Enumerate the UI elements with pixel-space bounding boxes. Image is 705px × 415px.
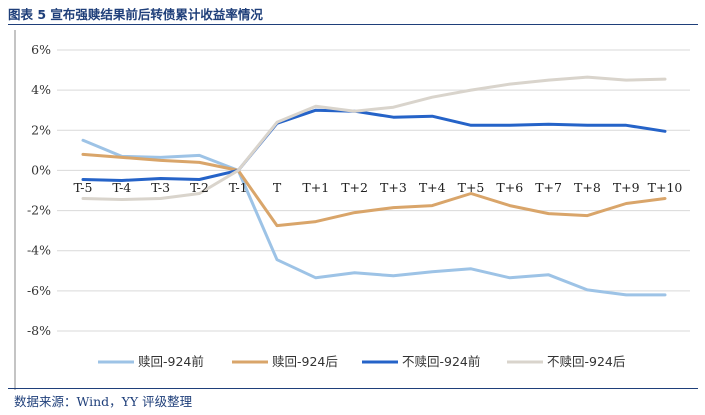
series-line <box>81 138 667 297</box>
series-line <box>81 75 667 201</box>
y-tick-label: 6% <box>31 42 51 57</box>
x-tick-label: T-4 <box>112 180 131 195</box>
source-divider <box>8 388 698 389</box>
y-tick-label: -2% <box>27 203 51 218</box>
x-tick-label: T-5 <box>74 180 93 195</box>
y-tick-label: 2% <box>31 122 51 137</box>
x-tick-label: T+9 <box>613 180 640 195</box>
series-line <box>81 108 667 182</box>
x-tick-label: T+6 <box>496 180 523 195</box>
legend: 赎回-924前 赎回-924后 不赎回-924前 不赎回-924后 <box>98 354 625 369</box>
source-note: 数据来源：Wind，YY 评级整理 <box>14 394 193 409</box>
x-tick-label: T-1 <box>229 180 248 195</box>
x-tick-label: T-2 <box>190 180 209 195</box>
y-tick-label: 0% <box>31 162 51 177</box>
x-tick-label: T+8 <box>574 180 601 195</box>
gridlines <box>57 49 690 332</box>
chart-title: 图表 5 宣布强赎结果前后转债累计收益率情况 <box>8 7 263 22</box>
series-lines <box>81 75 667 297</box>
x-tick-label: T+5 <box>458 180 485 195</box>
y-tick-label: -4% <box>27 243 51 258</box>
y-axis-labels: -8% -6% -4% -2% 0% 2% 4% 6% <box>27 42 51 338</box>
y-tick-label: 4% <box>31 82 51 97</box>
x-tick-label: T <box>273 180 282 195</box>
legend-label: 赎回-924后 <box>272 354 338 369</box>
x-tick-label: T+1 <box>302 180 329 195</box>
x-axis-labels: T-5 T-4 T-3 T-2 T-1 T T+1 T+2 T+3 T+4 T+5 T+6 T+7 T+8… <box>74 180 683 195</box>
title-divider <box>8 24 698 25</box>
x-tick-label: T+2 <box>341 180 368 195</box>
x-tick-label: T+3 <box>380 180 407 195</box>
series-line <box>81 152 667 228</box>
x-tick-label: T+4 <box>419 180 446 195</box>
x-tick-label: T-3 <box>151 180 170 195</box>
y-tick-label: -8% <box>27 323 51 338</box>
legend-label: 不赎回-924后 <box>547 354 625 369</box>
legend-label: 赎回-924前 <box>138 354 204 369</box>
x-tick-label: T+10 <box>648 180 683 195</box>
legend-label: 不赎回-924前 <box>402 354 480 369</box>
x-tick-label: T+7 <box>535 180 562 195</box>
y-tick-label: -6% <box>27 283 51 298</box>
